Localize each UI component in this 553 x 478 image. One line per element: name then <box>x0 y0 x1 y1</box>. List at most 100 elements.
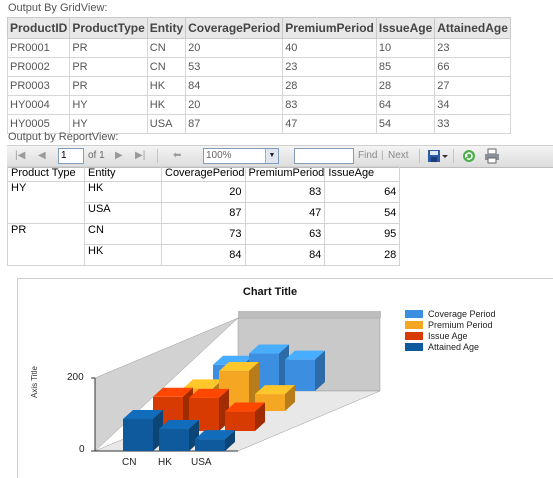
column-header: ProductType <box>69 17 148 39</box>
table-cell: 84 <box>161 244 246 266</box>
first-page-icon[interactable]: |◀ <box>15 150 26 161</box>
table-cell: 64 <box>324 181 401 203</box>
find-input[interactable] <box>294 148 354 164</box>
report-table: Product Type Entity CoveragePeriod Premi… <box>7 166 401 266</box>
group-label: PR <box>7 223 85 266</box>
table-row: PR0002 PR CN 53 23 85 66 <box>6 57 511 77</box>
legend-swatch <box>405 309 423 318</box>
table-cell: 20 <box>185 38 284 58</box>
find-link[interactable]: Find <box>358 150 378 161</box>
table-cell: HK <box>84 244 162 266</box>
table-cell: 95 <box>324 223 401 245</box>
table-cell: HK <box>84 181 162 203</box>
table-cell: 40 <box>282 38 377 58</box>
table-cell: 23 <box>434 38 511 58</box>
table-cell: 73 <box>161 223 246 245</box>
zoom-select[interactable]: 100% ▼ <box>203 148 279 164</box>
report-header-row: Product Type Entity CoveragePeriod Premi… <box>7 166 401 182</box>
table-cell: PR0002 <box>6 57 71 77</box>
zoom-value: 100% <box>206 150 232 161</box>
column-header: IssueAge <box>375 17 436 39</box>
y-axis-title: Axis Title <box>30 365 39 398</box>
table-cell: HY <box>69 95 148 115</box>
previous-page-icon[interactable]: ◀ <box>38 150 46 161</box>
page-count-label: of 1 <box>88 150 105 161</box>
table-cell: 34 <box>434 95 511 115</box>
report-column-header: PremiumPeriod <box>244 166 326 182</box>
table-row: PR0001 PR CN 20 40 10 23 <box>6 38 511 58</box>
gridview-header-row: ProductID ProductType Entity CoveragePer… <box>6 17 511 39</box>
toolbar-separator <box>419 149 420 163</box>
table-cell: PR <box>69 76 148 96</box>
next-page-icon[interactable]: ▶ <box>115 150 123 161</box>
table-cell: 85 <box>375 57 436 77</box>
report-column-header: IssueAge <box>324 166 401 182</box>
table-row: PR CN 73 63 95 <box>7 223 401 266</box>
report-column-header: Entity <box>84 166 162 182</box>
table-cell: 20 <box>161 181 246 203</box>
table-cell: 64 <box>375 95 436 115</box>
table-cell: HK <box>146 95 187 115</box>
table-row: HK 84 84 28 <box>8 244 401 266</box>
table-cell: 28 <box>324 244 401 266</box>
legend-item: Issue Age <box>405 330 496 341</box>
table-cell: 28 <box>282 76 377 96</box>
toolbar-separator <box>157 149 158 163</box>
table-cell: HY0004 <box>6 95 71 115</box>
table-cell: 27 <box>434 76 511 96</box>
legend-label: Attained Age <box>428 341 480 352</box>
find-next-link[interactable]: Next <box>388 150 409 161</box>
table-row: HY0005 HY USA 87 47 54 33 <box>6 114 511 134</box>
x-tick-label: USA <box>191 457 212 468</box>
table-cell: 20 <box>185 95 284 115</box>
table-cell: 83 <box>244 181 326 203</box>
toolbar-separator <box>453 149 454 163</box>
table-cell: CN <box>146 57 187 77</box>
y-tick-label: 0 <box>79 444 85 455</box>
save-export-icon[interactable] <box>427 148 449 164</box>
table-cell: 54 <box>324 202 401 224</box>
table-cell: 84 <box>185 76 284 96</box>
column-header: CoveragePeriod <box>185 17 284 39</box>
table-cell: 66 <box>434 57 511 77</box>
last-page-icon[interactable]: ▶| <box>135 150 146 161</box>
column-header: PremiumPeriod <box>282 17 377 39</box>
column-header: ProductID <box>6 17 71 39</box>
column-header: AttainedAge <box>434 17 511 39</box>
legend-label: Coverage Period <box>428 308 496 319</box>
group-label: HY <box>7 181 85 224</box>
legend-item: Coverage Period <box>405 308 496 319</box>
legend-swatch <box>405 342 423 351</box>
legend-swatch <box>405 320 423 329</box>
table-cell: USA <box>146 114 187 134</box>
table-cell: 83 <box>282 95 377 115</box>
table-cell: 10 <box>375 38 436 58</box>
legend-item: Premium Period <box>405 319 496 330</box>
table-cell: PR0001 <box>6 38 71 58</box>
table-row: HY0004 HY HK 20 83 64 34 <box>6 95 511 115</box>
table-cell: PR <box>69 57 148 77</box>
table-cell: 53 <box>185 57 284 77</box>
table-cell: CN <box>84 223 162 245</box>
table-cell: 23 <box>282 57 377 77</box>
report-column-header: Product Type <box>7 166 85 182</box>
print-icon[interactable] <box>484 148 500 164</box>
table-row: PR0003 PR HK 84 28 28 27 <box>6 76 511 96</box>
legend-item: Attained Age <box>405 341 496 352</box>
legend-swatch <box>405 331 423 340</box>
page-number-input[interactable] <box>58 148 84 164</box>
x-tick-label: HK <box>158 457 172 468</box>
table-cell: HY0005 <box>6 114 71 134</box>
refresh-icon[interactable] <box>461 148 477 164</box>
report-toolbar: |◀ ◀ of 1 ▶ ▶| ⬅ 100% ▼ Find | Next <box>7 145 553 168</box>
table-cell: PR0003 <box>6 76 71 96</box>
back-to-parent-icon[interactable]: ⬅ <box>173 150 182 161</box>
table-cell: 33 <box>434 114 511 134</box>
chevron-down-icon[interactable]: ▼ <box>265 149 278 163</box>
table-cell: 47 <box>282 114 377 134</box>
table-cell: 28 <box>375 76 436 96</box>
table-cell: USA <box>84 202 162 224</box>
report-column-header: CoveragePeriod <box>161 166 246 182</box>
x-tick-label: CN <box>122 457 137 468</box>
table-cell: CN <box>146 38 187 58</box>
